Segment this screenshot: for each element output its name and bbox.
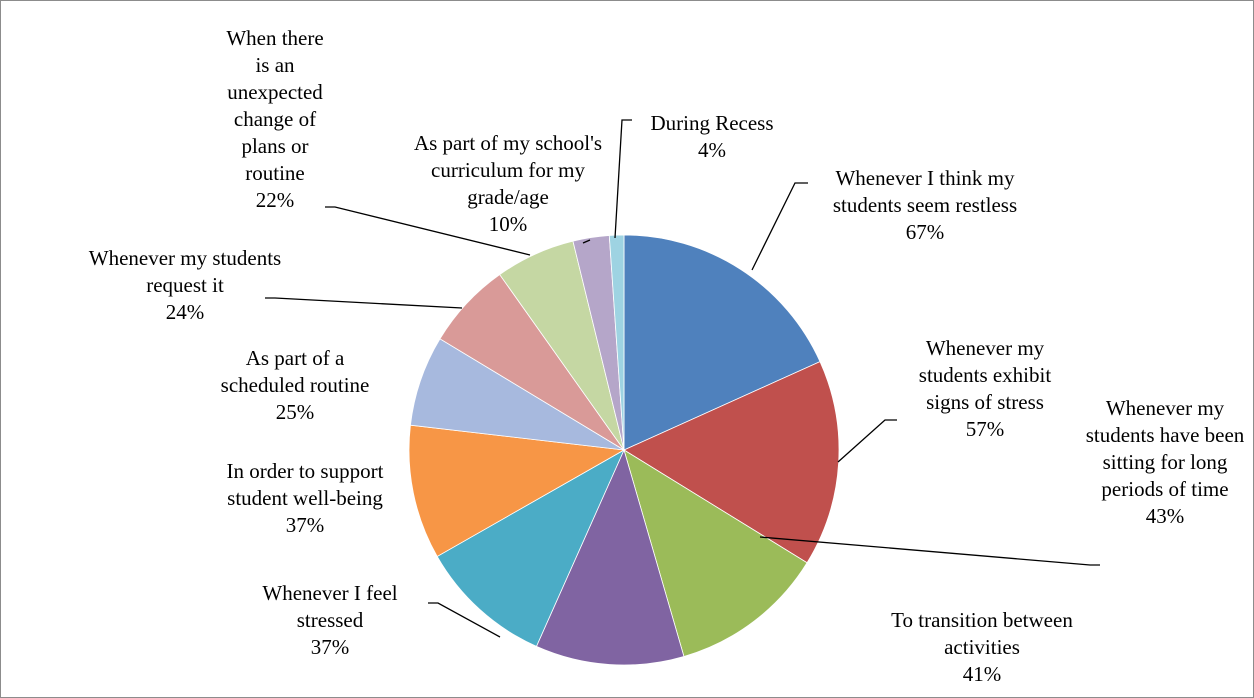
slice-value: 4% bbox=[698, 138, 726, 162]
slice-name: Whenever I feel stressed bbox=[262, 581, 398, 632]
slice-label: In order to support student well-being 37… bbox=[195, 458, 415, 539]
slice-name: In order to support student well-being bbox=[226, 459, 384, 510]
leader-line bbox=[265, 297, 463, 309]
pie-slice bbox=[623, 361, 840, 564]
slice-value: 22% bbox=[255, 188, 295, 212]
pie-slice bbox=[535, 448, 685, 666]
leader-line bbox=[582, 239, 591, 244]
slice-value: 37% bbox=[285, 513, 325, 537]
slice-name: As part of a scheduled routine bbox=[220, 346, 370, 397]
leader-line bbox=[614, 119, 632, 239]
slice-name: Whenever I think my students seem restle… bbox=[832, 166, 1018, 217]
slice-name: Whenever my students request it bbox=[88, 246, 282, 297]
slice-label: Whenever my students request it 24% bbox=[75, 245, 295, 326]
slice-label: As part of a scheduled routine 25% bbox=[210, 345, 380, 426]
slice-label: Whenever I feel stressed 37% bbox=[240, 580, 420, 661]
slice-value: 24% bbox=[165, 300, 205, 324]
slice-label: To transition between activities 41% bbox=[852, 607, 1112, 688]
slice-value: 25% bbox=[275, 400, 315, 424]
slice-label: During Recess 4% bbox=[622, 110, 802, 164]
slice-value: 37% bbox=[310, 635, 350, 659]
slice-value: 57% bbox=[965, 417, 1005, 441]
slice-name: When there is an unexpected change of pl… bbox=[226, 26, 324, 185]
leader-line bbox=[428, 602, 501, 638]
slice-name: To transition between activities bbox=[891, 608, 1073, 659]
leader-line bbox=[751, 182, 808, 271]
slice-value: 41% bbox=[962, 662, 1002, 686]
pie-slice bbox=[623, 234, 821, 451]
leader-line bbox=[325, 206, 531, 256]
slice-name: Whenever my students have been sitting f… bbox=[1085, 396, 1245, 501]
slice-label: As part of my school's curriculum for my… bbox=[408, 130, 608, 238]
slice-label: When there is an unexpected change of pl… bbox=[220, 25, 330, 214]
slice-name: During Recess bbox=[650, 111, 774, 135]
slice-label: Whenever I think my students seem restle… bbox=[800, 165, 1050, 246]
slice-value: 43% bbox=[1145, 504, 1185, 528]
pie-slice bbox=[436, 449, 625, 647]
leader-line bbox=[759, 536, 1100, 566]
slice-name: Whenever my students exhibit signs of st… bbox=[918, 336, 1052, 414]
slice-name: As part of my school's curriculum for my… bbox=[413, 131, 603, 209]
slice-value: 10% bbox=[488, 212, 528, 236]
slice-value: 67% bbox=[905, 220, 945, 244]
slice-label: Whenever my students have been sitting f… bbox=[1080, 395, 1250, 530]
pie-slice bbox=[623, 449, 808, 657]
pie-slice bbox=[408, 424, 626, 557]
pie-slice bbox=[608, 234, 625, 451]
leader-line bbox=[837, 419, 897, 463]
slice-label: Whenever my students exhibit signs of st… bbox=[895, 335, 1075, 443]
